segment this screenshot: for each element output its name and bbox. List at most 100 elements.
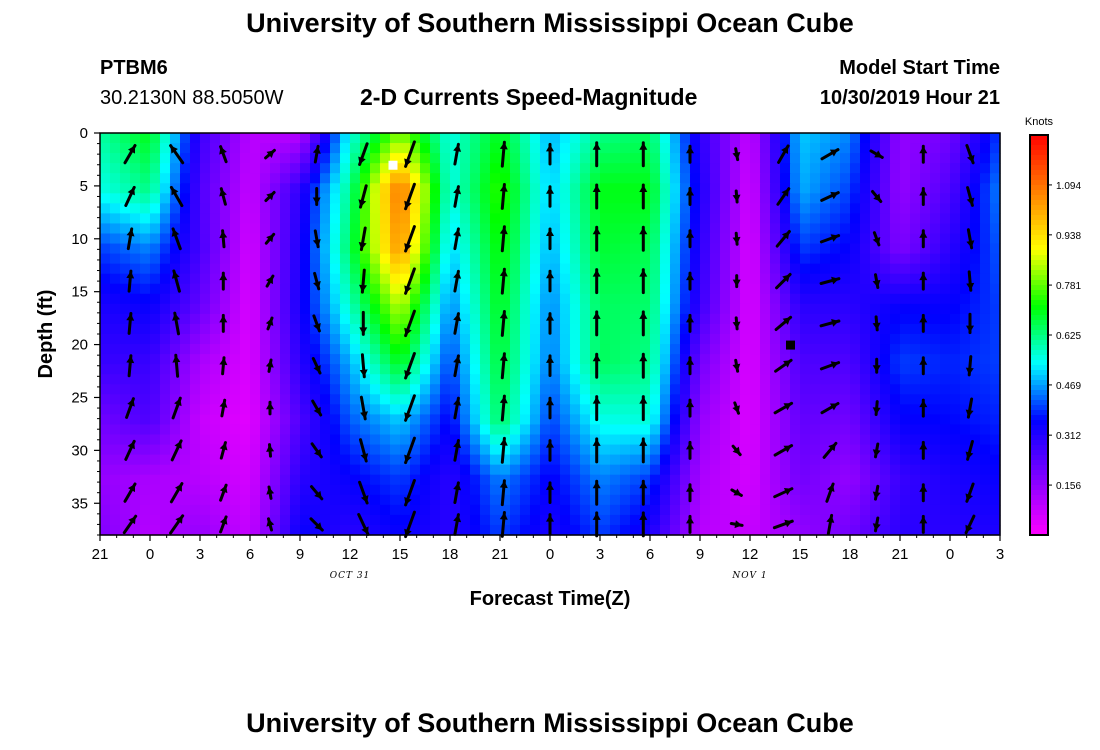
heat-cell bbox=[620, 183, 631, 194]
vector-head bbox=[546, 313, 554, 321]
heat-cell bbox=[200, 504, 211, 516]
heat-cell bbox=[600, 143, 611, 154]
heat-cell bbox=[390, 253, 401, 265]
heat-cell bbox=[610, 133, 621, 144]
heat-cell bbox=[300, 323, 311, 335]
heat-cell bbox=[250, 424, 261, 436]
heat-cell bbox=[250, 263, 261, 275]
heat-cell bbox=[470, 183, 481, 194]
current-vector bbox=[453, 312, 462, 335]
heat-cell bbox=[330, 474, 341, 486]
heat-cell bbox=[670, 173, 681, 184]
heat-cell bbox=[230, 243, 241, 255]
heat-cell bbox=[440, 344, 451, 355]
heat-cell bbox=[430, 424, 441, 436]
heat-cell bbox=[350, 263, 361, 275]
heat-cell bbox=[260, 504, 271, 516]
heat-cell bbox=[130, 344, 141, 355]
heat-cell bbox=[820, 313, 831, 325]
heat-cell bbox=[680, 354, 691, 365]
heat-cell bbox=[160, 183, 171, 194]
heat-cell bbox=[150, 464, 161, 476]
heat-cell bbox=[320, 273, 331, 285]
heat-cell bbox=[880, 394, 891, 405]
heat-cell bbox=[900, 323, 911, 335]
heat-cell bbox=[860, 434, 871, 446]
heat-cell bbox=[770, 504, 781, 516]
heat-cell bbox=[430, 434, 441, 446]
heat-cell bbox=[860, 203, 871, 214]
colorbar-tick-label: 0.312 bbox=[1056, 431, 1081, 442]
heat-cell bbox=[860, 384, 871, 395]
heat-cell bbox=[840, 133, 851, 144]
heat-cell bbox=[270, 203, 281, 214]
heat-cell bbox=[890, 133, 901, 144]
heat-cell bbox=[920, 233, 931, 245]
heat-cell bbox=[300, 163, 311, 174]
heat-cell bbox=[320, 374, 331, 385]
heat-cell bbox=[910, 183, 921, 194]
heat-cell bbox=[630, 283, 641, 295]
heat-cell bbox=[660, 163, 671, 174]
heat-cell bbox=[420, 334, 431, 345]
heat-cell bbox=[300, 153, 311, 164]
heat-cell bbox=[520, 464, 531, 476]
heat-cell bbox=[950, 133, 961, 144]
heat-cell bbox=[670, 394, 681, 405]
current-vector bbox=[123, 144, 137, 165]
colorbar-step bbox=[1030, 260, 1048, 266]
heat-cell bbox=[330, 253, 341, 265]
heat-cell bbox=[540, 173, 551, 184]
x-tick-label: 0 bbox=[146, 546, 154, 563]
heat-cell bbox=[870, 153, 881, 164]
heat-cell bbox=[150, 323, 161, 335]
heat-cell bbox=[950, 454, 961, 466]
heat-cell bbox=[340, 334, 351, 345]
heat-cell bbox=[660, 323, 671, 335]
heat-cell bbox=[660, 454, 671, 466]
heat-cell bbox=[680, 364, 691, 375]
heat-cell bbox=[310, 404, 321, 415]
heat-cell bbox=[150, 494, 161, 506]
heat-cell bbox=[110, 273, 121, 285]
heat-cell bbox=[130, 484, 141, 496]
heat-cell bbox=[250, 133, 261, 144]
heat-cell bbox=[340, 313, 351, 325]
heat-cell bbox=[640, 273, 651, 285]
current-vector bbox=[731, 444, 742, 457]
heat-cell bbox=[740, 173, 751, 184]
heat-cell bbox=[960, 233, 971, 245]
heat-cell bbox=[400, 374, 411, 385]
heat-cell bbox=[180, 444, 191, 456]
current-vector bbox=[499, 511, 508, 538]
heat-cell bbox=[750, 163, 761, 174]
heat-cell bbox=[740, 253, 751, 265]
heat-cell bbox=[480, 133, 491, 144]
heat-cell bbox=[850, 303, 861, 315]
heat-cell bbox=[670, 323, 681, 335]
heat-cell bbox=[220, 223, 231, 235]
heat-cell bbox=[120, 404, 131, 415]
heat-cell bbox=[220, 233, 231, 245]
heat-cell bbox=[260, 313, 271, 325]
heat-cell bbox=[640, 334, 651, 345]
heat-cell bbox=[250, 163, 261, 174]
heat-cell bbox=[250, 283, 261, 295]
heat-cell bbox=[400, 504, 411, 516]
heat-cell bbox=[710, 283, 721, 295]
heat-cell bbox=[400, 143, 411, 154]
heat-cell bbox=[380, 394, 391, 405]
heat-cell bbox=[220, 424, 231, 436]
current-vector bbox=[774, 315, 793, 331]
heat-cell bbox=[510, 183, 521, 194]
heat-cell bbox=[710, 424, 721, 436]
heat-cell bbox=[370, 293, 381, 305]
heat-cell bbox=[430, 484, 441, 496]
heat-cell bbox=[880, 253, 891, 265]
heat-cell bbox=[640, 323, 651, 335]
heat-cell bbox=[740, 273, 751, 285]
heat-cell bbox=[360, 313, 371, 325]
heat-cell bbox=[940, 384, 951, 395]
heat-cell bbox=[420, 374, 431, 385]
heat-cell bbox=[650, 243, 661, 255]
